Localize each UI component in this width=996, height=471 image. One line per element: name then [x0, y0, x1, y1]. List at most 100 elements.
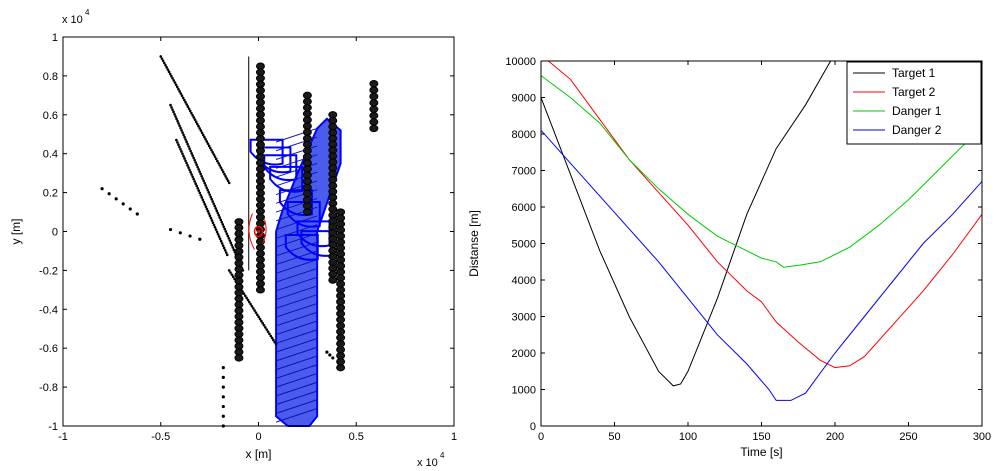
track-point	[229, 271, 232, 274]
track-point	[255, 159, 265, 167]
track-point	[255, 92, 265, 101]
track-point	[336, 268, 346, 276]
track-point	[179, 126, 182, 130]
danger-zone-hatch	[275, 267, 318, 283]
track-point	[231, 246, 235, 249]
track-point	[336, 250, 346, 258]
track-point	[255, 183, 265, 191]
track-point	[255, 219, 265, 228]
track-point	[336, 286, 346, 294]
track-point	[302, 91, 312, 100]
track-point	[250, 304, 254, 308]
y-tick-label: -0.2	[39, 265, 58, 277]
x-tick-label: 50	[608, 431, 620, 443]
track-point	[160, 57, 164, 60]
y-axis-label: Distanse [m]	[467, 210, 481, 277]
track-point	[172, 110, 175, 114]
track-point	[221, 385, 225, 389]
track-point	[218, 216, 222, 219]
track-point	[369, 105, 379, 113]
track-point	[161, 59, 165, 63]
track-point	[255, 261, 265, 270]
danger-zone-hatch	[275, 320, 318, 336]
x-tick-label: 250	[899, 431, 917, 443]
y-tick-label: 9000	[512, 93, 536, 105]
track-point	[229, 241, 233, 245]
track-point	[336, 244, 346, 252]
track-point	[199, 172, 202, 176]
track-point	[177, 143, 180, 146]
own-ship-center	[257, 230, 260, 233]
track-point	[255, 110, 265, 119]
track-point	[182, 154, 185, 158]
track-point	[302, 165, 312, 173]
danger-arc	[286, 200, 321, 228]
y-axis-label: y [m]	[9, 219, 23, 245]
y-tick-label: 0.6	[43, 110, 58, 122]
track-point	[302, 146, 312, 155]
track-point	[255, 68, 265, 76]
track-point	[302, 134, 312, 143]
track-point	[302, 189, 312, 198]
track-point	[198, 237, 202, 241]
track-point	[180, 129, 183, 132]
track-point	[189, 170, 192, 174]
y-exponent-label: x 10	[62, 14, 83, 26]
legend-label: Target 1	[892, 66, 936, 80]
track-point	[193, 118, 197, 121]
track-point	[208, 214, 212, 218]
track-point	[208, 146, 212, 150]
track-point	[336, 304, 346, 312]
danger-zone-hatch	[275, 355, 318, 371]
y-tick-label: 7000	[512, 166, 536, 178]
track-point	[227, 236, 231, 240]
track-point	[302, 208, 312, 216]
track-point	[245, 296, 248, 300]
track-point	[249, 302, 252, 306]
track-point	[187, 166, 190, 169]
track-point	[183, 135, 186, 139]
track-point	[220, 168, 224, 172]
y-tick-label: 5000	[512, 239, 536, 251]
track-point	[336, 340, 346, 348]
track-point	[216, 232, 220, 236]
track-point	[221, 223, 225, 226]
track-point	[181, 96, 185, 100]
track-point	[369, 124, 379, 133]
track-point	[192, 156, 195, 160]
track-point	[302, 171, 312, 179]
track-point	[255, 104, 265, 113]
track-point	[178, 90, 181, 93]
track-point	[210, 197, 214, 201]
track-point	[211, 200, 215, 203]
track-point	[170, 106, 173, 109]
track-point	[336, 322, 346, 330]
legend-label: Target 2	[892, 85, 936, 99]
own-ship-wake	[248, 213, 255, 250]
track-point	[162, 61, 166, 65]
track-point	[260, 319, 263, 323]
x-tick-label: 0	[255, 431, 261, 443]
track-point	[262, 324, 266, 327]
track-point	[328, 276, 338, 284]
track-point	[214, 157, 218, 161]
track-point	[227, 269, 231, 272]
track-point	[220, 220, 224, 224]
x-axis-label: Time [s]	[740, 445, 782, 459]
track-point	[252, 307, 255, 310]
track-point	[215, 230, 219, 234]
y-tick-label: 0	[52, 227, 58, 239]
track-point	[204, 205, 208, 208]
track-point	[186, 105, 190, 108]
track-point	[213, 204, 217, 208]
x-exponent-label: x 10	[417, 457, 438, 469]
track-point	[202, 179, 205, 183]
track-point	[211, 221, 215, 225]
track-point	[198, 127, 201, 130]
track-point	[336, 280, 346, 288]
x-tick-label: -0.5	[151, 431, 170, 443]
x-tick-label: 0	[538, 431, 544, 443]
track-point	[191, 114, 194, 117]
y-tick-label: 4000	[512, 275, 536, 287]
y-tick-label: 8000	[512, 129, 536, 141]
